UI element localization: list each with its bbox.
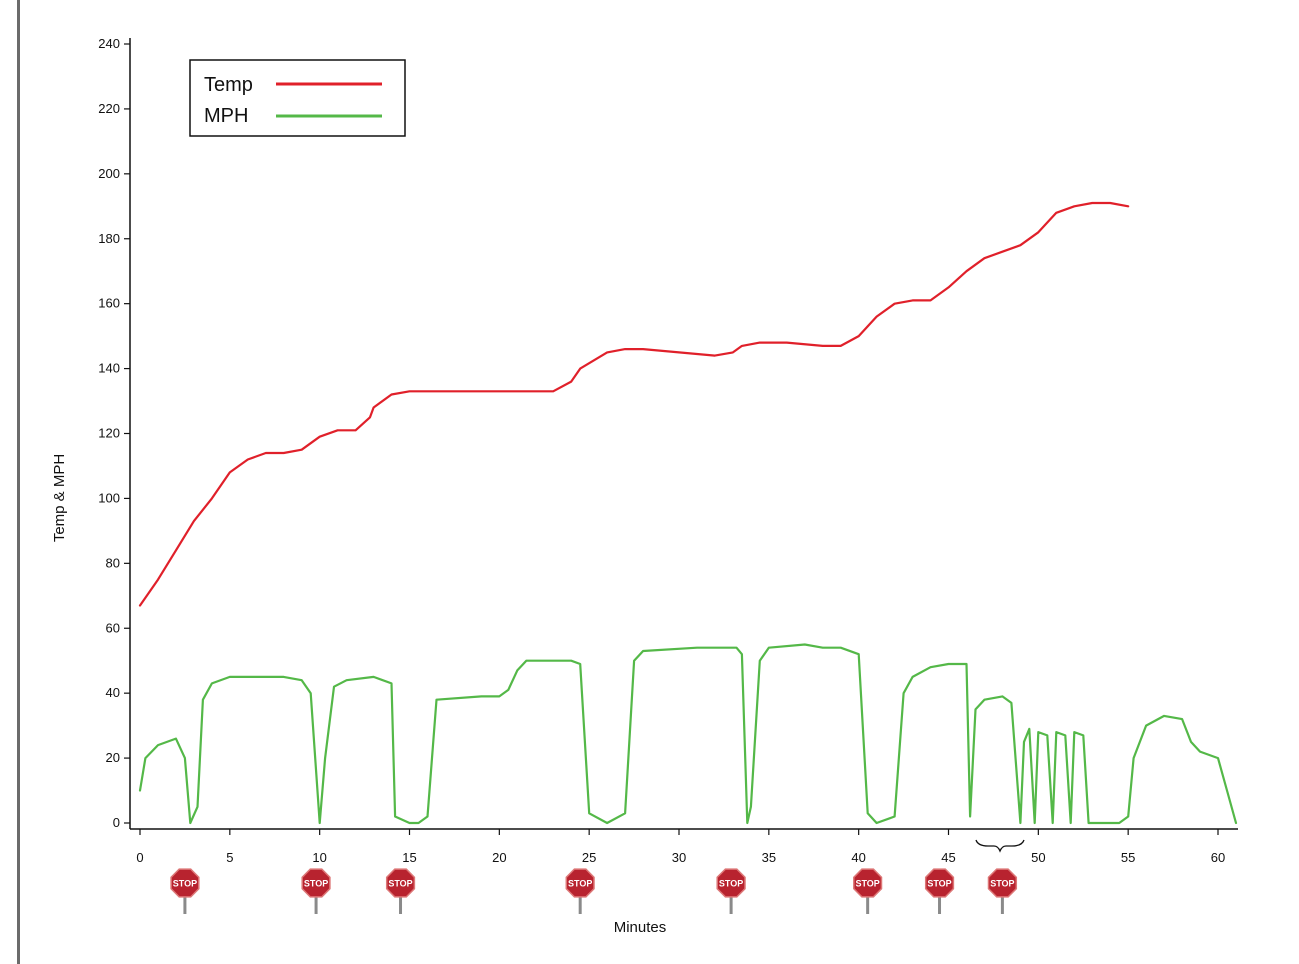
y-tick-label: 0 <box>113 815 120 830</box>
x-tick-label: 20 <box>492 850 506 865</box>
stop-cluster-brace <box>975 839 1025 853</box>
axes: 0 5 10 15 20 25 30 35 40 45 50 55 60 0 20 40 60 80 100 120 1… <box>98 36 1238 865</box>
stop-sign-icon: STOP <box>301 868 331 914</box>
legend-box <box>189 59 406 137</box>
y-tick-label: 60 <box>106 620 120 635</box>
x-tick-label: 5 <box>226 850 233 865</box>
svg-text:STOP: STOP <box>173 879 197 889</box>
y-axis-title: Temp & MPH <box>51 454 68 542</box>
x-tick-label: 30 <box>672 850 686 865</box>
x-tick-label: 40 <box>851 850 865 865</box>
x-tick-label: 0 <box>136 850 143 865</box>
x-tick-label: 45 <box>941 850 955 865</box>
y-tick-label: 220 <box>98 101 120 116</box>
svg-text:STOP: STOP <box>304 879 328 889</box>
y-tick-label: 160 <box>98 296 120 311</box>
x-tick-label: 10 <box>312 850 326 865</box>
y-tick-label: 100 <box>98 490 120 505</box>
stop-sign-icon: STOP <box>853 868 883 914</box>
svg-text:STOP: STOP <box>388 879 412 889</box>
y-tick-label: 140 <box>98 361 120 376</box>
y-tick-label: 80 <box>106 555 120 570</box>
x-tick-label: 25 <box>582 850 596 865</box>
y-tick-label: 40 <box>106 685 120 700</box>
legend-label-mph: MPH <box>204 105 248 127</box>
x-tick-label: 55 <box>1121 850 1135 865</box>
legend-label-temp: Temp <box>204 74 253 96</box>
stop-sign-icon: STOP <box>385 868 416 914</box>
svg-text:STOP: STOP <box>855 879 879 889</box>
svg-text:STOP: STOP <box>719 879 743 889</box>
y-tick-label: 120 <box>98 426 120 441</box>
x-tick-label: 60 <box>1211 850 1225 865</box>
stop-markers: STOP STOP STOP STOP STOP STOP STOP STOP <box>170 868 1018 914</box>
x-tick-label: 35 <box>762 850 776 865</box>
series-line-mph <box>138 643 1238 825</box>
y-tick-label: 20 <box>106 750 120 765</box>
stop-sign-icon: STOP <box>565 868 595 914</box>
stop-sign-icon: STOP <box>716 868 746 914</box>
series-line-temp <box>138 201 1130 607</box>
stop-sign-icon: STOP <box>924 868 955 914</box>
x-tick-label: 50 <box>1031 850 1045 865</box>
left-border-rule <box>17 0 20 964</box>
legend: Temp MPH <box>189 59 406 137</box>
y-tick-label: 180 <box>98 231 120 246</box>
y-tick-label: 200 <box>98 166 120 181</box>
stop-sign-icon: STOP <box>170 868 200 914</box>
x-axis-title: Minutes <box>614 919 667 936</box>
svg-text:STOP: STOP <box>990 879 1014 889</box>
series-layer <box>138 201 1238 825</box>
svg-text:STOP: STOP <box>927 879 951 889</box>
x-tick-label: 15 <box>402 850 416 865</box>
stop-sign-icon: STOP <box>987 868 1018 914</box>
svg-text:STOP: STOP <box>568 879 592 889</box>
y-tick-label: 240 <box>98 36 120 51</box>
